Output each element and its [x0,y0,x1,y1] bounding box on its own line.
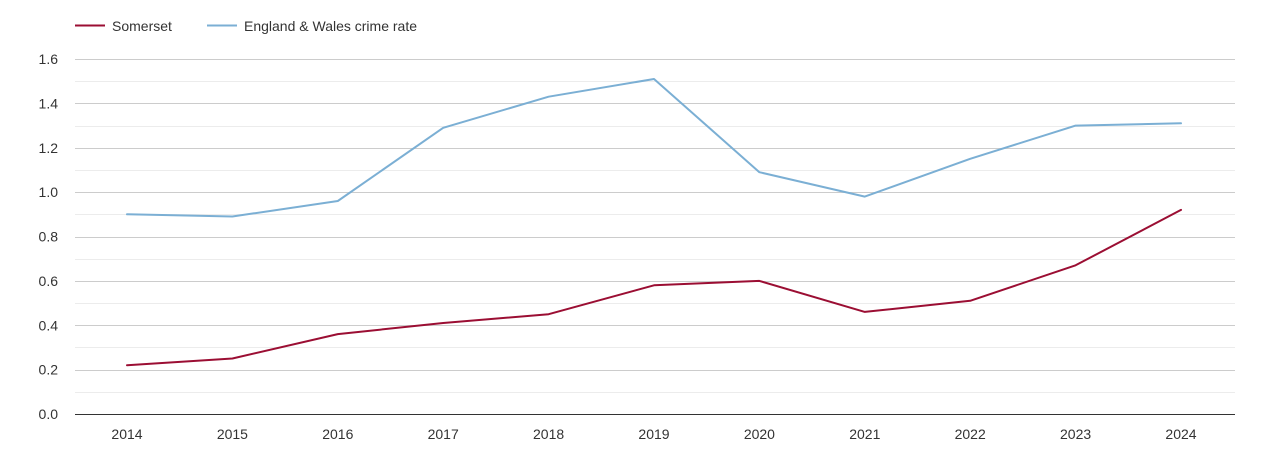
y-tick-label: 1.6 [39,51,59,67]
x-tick-label: 2024 [1165,426,1196,442]
series-group [126,78,1182,367]
x-axis: 2014 2015 2016 2017 2018 2019 2020 2021 2022 2023… [75,414,1235,442]
legend: Somerset England & Wales crime rate [75,18,417,34]
legend-item[interactable]: Somerset [75,18,172,34]
y-tick-label: 0.8 [39,229,59,245]
series-line-somerset [126,208,1182,367]
legend-label: England & Wales crime rate [244,18,417,34]
legend-label: Somerset [112,18,172,34]
y-tick-label: 0.4 [39,317,59,333]
grid [75,59,1235,393]
y-tick-label: 1.4 [39,95,59,111]
y-tick-label: 0.0 [39,406,59,422]
x-tick-label: 2016 [322,426,353,442]
legend-item[interactable]: England & Wales crime rate [207,18,417,34]
x-tick-label: 2018 [533,426,564,442]
x-tick-label: 2023 [1060,426,1091,442]
x-tick-label: 2015 [217,426,248,442]
series-line-england-wales-crime-rate [126,78,1182,218]
y-tick-label: 0.2 [39,362,59,378]
x-tick-label: 2014 [111,426,142,442]
x-tick-label: 2021 [849,426,880,442]
y-tick-label: 0.6 [39,273,59,289]
x-tick-label: 2017 [428,426,459,442]
y-axis: 0.0 0.2 0.4 0.6 0.8 1.0 1.2 1.4 1.6 [39,51,59,422]
y-tick-label: 1.2 [39,140,59,156]
y-tick-label: 1.0 [39,184,59,200]
x-tick-label: 2022 [955,426,986,442]
x-tick-label: 2020 [744,426,775,442]
x-tick-label: 2019 [638,426,669,442]
